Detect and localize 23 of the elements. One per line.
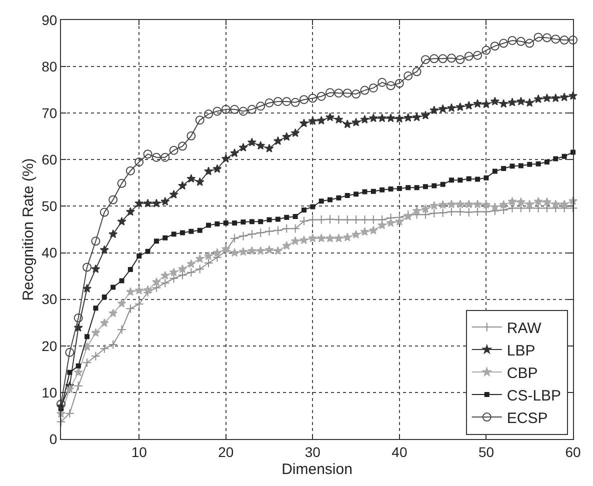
- legend-label: CBP: [506, 364, 538, 382]
- y-tick-label: 50: [42, 198, 58, 214]
- y-tick-label: 30: [42, 291, 58, 308]
- x-tick-label: 30: [304, 444, 321, 460]
- legend-label: LBP: [506, 342, 536, 360]
- x-tick-label: 50: [478, 444, 494, 460]
- y-tick-label: 70: [42, 105, 58, 122]
- y-tick-label: 90: [42, 12, 58, 28]
- x-tick-label: 60: [565, 444, 581, 460]
- y-tick-label: 40: [42, 244, 58, 261]
- y-tick-label: 60: [42, 152, 58, 168]
- x-tick-label: 10: [131, 444, 148, 460]
- y-axis-title: Recognition Rate (%): [20, 158, 37, 301]
- y-tick-label: 20: [42, 338, 58, 354]
- y-tick-label: 80: [42, 58, 58, 74]
- legend-label: RAW: [506, 320, 542, 337]
- x-axis-title: Dimension: [282, 460, 352, 478]
- x-tick-label: 20: [218, 444, 234, 460]
- y-tick-label: 0: [49, 430, 58, 447]
- legend-label: ECSP: [506, 410, 548, 427]
- y-tick-label: 10: [42, 384, 58, 400]
- x-tick-label: 40: [392, 444, 408, 460]
- legend-label: CS-LBP: [506, 387, 562, 404]
